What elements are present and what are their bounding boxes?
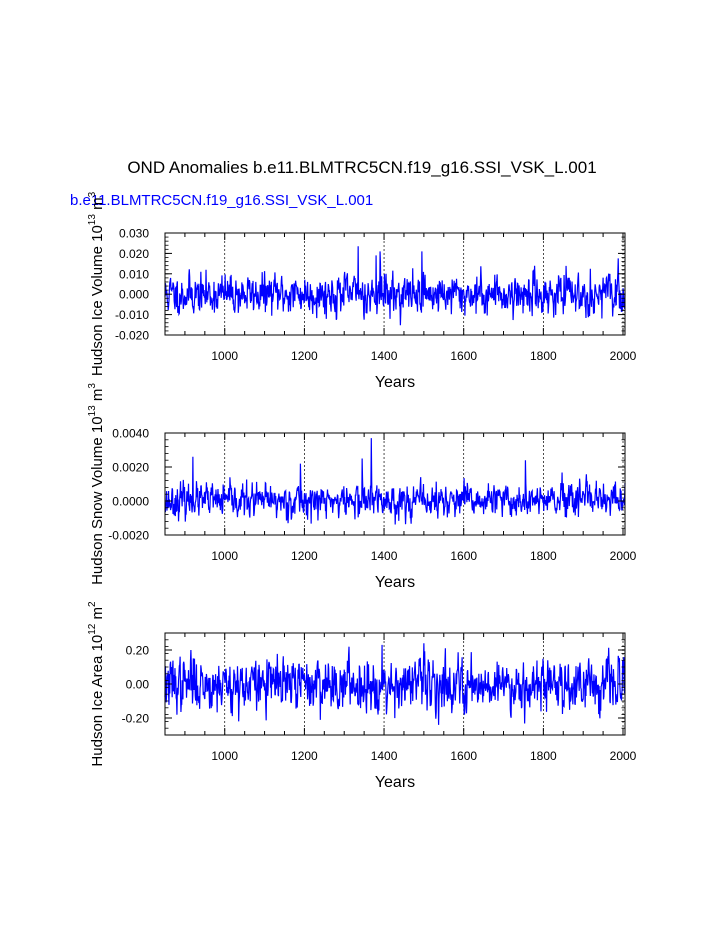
y-tick-label: 0.000 <box>119 288 149 302</box>
x-tick-label: 1400 <box>371 549 398 563</box>
x-tick-label: 1400 <box>371 749 398 763</box>
panel-snow-volume: 1000 1200 1400 1600 1800 2000 -0.0020 0.0000 0.0… <box>87 383 637 591</box>
series-line <box>164 438 626 525</box>
x-axis-label: Years <box>375 374 415 391</box>
y-tick-label: 0.030 <box>119 227 149 241</box>
x-tick-label: 2000 <box>610 549 637 563</box>
x-tick-label: 1800 <box>530 549 557 563</box>
x-tick-label: 1200 <box>291 749 318 763</box>
y-tick-label: -0.010 <box>115 308 149 322</box>
panel-ice-volume: 1000 1200 1400 1600 1800 2000 -0.020 -0.010 0.00… <box>87 191 637 391</box>
x-tick-label: 1600 <box>450 349 477 363</box>
x-tick-label: 1000 <box>211 749 238 763</box>
y-tick-label: -0.20 <box>122 712 150 726</box>
x-tick-label: 1200 <box>291 349 318 363</box>
y-tick-label: 0.00 <box>126 678 150 692</box>
x-tick-label: 1600 <box>450 549 477 563</box>
x-axis-label: Years <box>375 774 415 791</box>
x-tick-label: 2000 <box>610 349 637 363</box>
panel-ice-area: 1000 1200 1400 1600 1800 2000 -0.20 0.00 0.20 Yea… <box>87 601 637 791</box>
series-line <box>164 643 626 725</box>
y-tick-label: 0.010 <box>119 267 149 281</box>
plot-frame <box>164 232 626 336</box>
x-tick-label: 1600 <box>450 749 477 763</box>
x-axis-label: Years <box>375 574 415 591</box>
y-tick-label: 0.020 <box>119 247 149 261</box>
y-tick-label: -0.0020 <box>108 529 149 543</box>
y-tick-label: -0.020 <box>115 329 149 343</box>
y-axis-label: Hudson Ice Area 1012 m2 <box>87 601 106 767</box>
x-tick-label: 1200 <box>291 549 318 563</box>
y-tick-label: 0.0040 <box>112 427 149 441</box>
y-axis-label: Hudson Snow Volume 1013 m3 <box>87 383 106 585</box>
y-axis-label: Hudson Ice Volume 1013 m3 <box>87 191 106 376</box>
series-label: b.e11.BLMTRC5CN.f19_g16.SSI_VSK_L.001 <box>70 192 373 209</box>
x-tick-label: 1000 <box>211 349 238 363</box>
plot-frame <box>164 432 626 536</box>
x-tick-label: 1800 <box>530 749 557 763</box>
y-tick-label: 0.0020 <box>112 461 149 475</box>
x-tick-label: 1800 <box>530 349 557 363</box>
figure-title: OND Anomalies b.e11.BLMTRC5CN.f19_g16.SS… <box>127 158 596 177</box>
y-tick-label: 0.0000 <box>112 495 149 509</box>
x-tick-label: 1000 <box>211 549 238 563</box>
x-tick-label: 1400 <box>371 349 398 363</box>
x-tick-label: 2000 <box>610 749 637 763</box>
y-tick-label: 0.20 <box>126 644 150 658</box>
series-line <box>164 246 626 326</box>
